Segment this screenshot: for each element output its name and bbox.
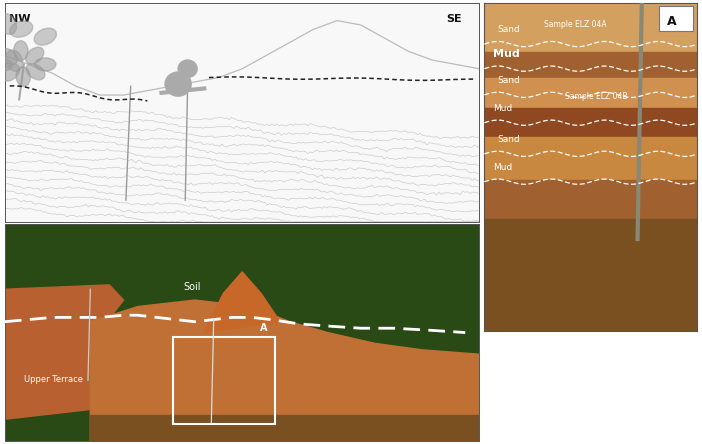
Circle shape bbox=[178, 60, 197, 78]
Ellipse shape bbox=[0, 59, 13, 72]
Ellipse shape bbox=[0, 14, 17, 35]
Bar bbox=[484, 180, 697, 219]
Ellipse shape bbox=[34, 28, 56, 45]
Text: A: A bbox=[667, 15, 676, 28]
Bar bbox=[484, 108, 697, 138]
Ellipse shape bbox=[6, 50, 22, 71]
Polygon shape bbox=[5, 285, 124, 419]
Polygon shape bbox=[204, 272, 280, 333]
Bar bbox=[484, 79, 697, 108]
Bar bbox=[484, 219, 697, 331]
Ellipse shape bbox=[0, 48, 18, 65]
Bar bbox=[484, 138, 697, 180]
Bar bbox=[484, 52, 697, 79]
Text: NW: NW bbox=[8, 14, 30, 24]
Text: Mud: Mud bbox=[493, 163, 512, 172]
Ellipse shape bbox=[26, 63, 45, 80]
Text: Sample ELZ 04B: Sample ELZ 04B bbox=[565, 92, 628, 101]
Ellipse shape bbox=[26, 47, 44, 64]
Text: Mud: Mud bbox=[493, 104, 512, 113]
Text: Soil: Soil bbox=[184, 282, 201, 292]
Ellipse shape bbox=[165, 72, 191, 96]
Bar bbox=[484, 3, 697, 52]
Text: SE: SE bbox=[446, 14, 462, 24]
Bar bbox=[658, 6, 693, 31]
Ellipse shape bbox=[14, 41, 28, 60]
Text: Sand: Sand bbox=[497, 76, 520, 85]
Text: Sample ELZ 04A: Sample ELZ 04A bbox=[544, 20, 607, 29]
Text: Sand: Sand bbox=[497, 135, 520, 144]
Text: Mud: Mud bbox=[493, 49, 519, 59]
Ellipse shape bbox=[16, 67, 30, 87]
Ellipse shape bbox=[2, 64, 20, 81]
Polygon shape bbox=[91, 300, 479, 441]
Ellipse shape bbox=[34, 58, 56, 71]
Text: Sand: Sand bbox=[497, 25, 520, 34]
Ellipse shape bbox=[10, 21, 33, 37]
Polygon shape bbox=[91, 415, 479, 441]
Text: Upper Terrace: Upper Terrace bbox=[24, 375, 83, 384]
Text: A: A bbox=[260, 322, 267, 333]
Polygon shape bbox=[5, 224, 479, 322]
Bar bbox=[173, 337, 275, 424]
